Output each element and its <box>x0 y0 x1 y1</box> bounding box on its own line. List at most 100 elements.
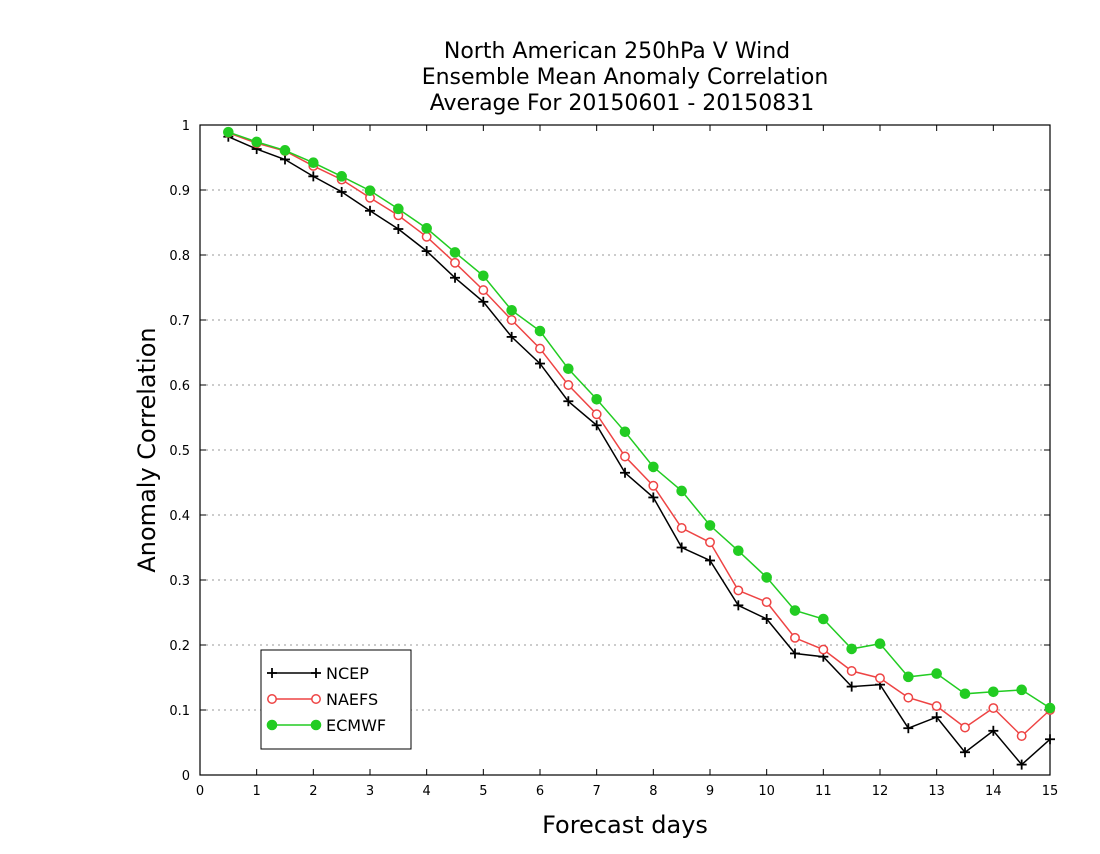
x-tick-label: 2 <box>309 784 317 799</box>
data-point-naefs <box>1016 731 1027 741</box>
data-point-ecmwf <box>449 247 461 258</box>
data-point-naefs <box>988 703 999 713</box>
data-point-ecmwf <box>563 363 574 375</box>
x-tick-label: 7 <box>593 784 601 799</box>
data-point-naefs <box>960 722 970 733</box>
legend: NCEP NAEFS ECMWF <box>260 649 412 750</box>
data-point-ecmwf <box>336 171 347 182</box>
y-tick-label: 0.5 <box>169 444 190 459</box>
legend-marker-naefs <box>311 694 321 704</box>
legend-item-naefs: NAEFS <box>267 690 378 709</box>
data-point-ncep <box>591 420 602 431</box>
data-point-ecmwf <box>874 638 886 650</box>
gridlines <box>200 189 1050 711</box>
legend-marker-ncep <box>267 668 277 678</box>
data-point-ncep <box>478 296 489 307</box>
data-point-ncep <box>676 542 687 553</box>
data-point-ecmwf <box>308 157 319 168</box>
data-point-ncep <box>1045 734 1055 745</box>
legend-label-ncep: NCEP <box>326 664 369 683</box>
data-point-naefs <box>676 523 687 533</box>
data-point-ecmwf <box>393 203 404 215</box>
x-tick-label: 1 <box>253 784 261 799</box>
data-point-naefs <box>846 666 857 676</box>
y-tick-label: 1 <box>182 119 190 134</box>
data-point-ecmwf <box>591 394 602 405</box>
data-point-ecmwf <box>279 145 291 156</box>
data-point-naefs <box>450 257 460 268</box>
data-point-ncep <box>960 747 970 758</box>
data-point-naefs <box>790 632 800 643</box>
x-tick-label: 6 <box>536 784 544 799</box>
data-point-ecmwf <box>704 520 716 531</box>
data-point-ecmwf <box>676 485 687 497</box>
data-point-ecmwf <box>1016 684 1027 696</box>
x-tick-label: 10 <box>758 784 775 799</box>
data-point-naefs <box>591 409 602 420</box>
legend-label-ecmwf: ECMWF <box>326 716 386 735</box>
x-tick-label: 3 <box>366 784 374 799</box>
y-tick-label: 0.7 <box>169 314 190 329</box>
y-tick-label: 0.6 <box>169 379 190 394</box>
data-point-ecmwf <box>619 426 631 438</box>
data-point-ncep <box>563 396 574 407</box>
series-ecmwf <box>223 126 1056 714</box>
legend-label-naefs: NAEFS <box>326 690 378 709</box>
x-tick-label: 9 <box>706 784 714 799</box>
y-tick-label: 0 <box>182 769 190 784</box>
y-tick-label: 0.2 <box>169 639 190 654</box>
legend-marker-ecmwf <box>266 719 278 731</box>
data-point-ncep <box>336 186 347 197</box>
data-point-ecmwf <box>421 223 432 234</box>
data-point-ncep <box>988 725 999 736</box>
x-axis-label: Forecast days <box>542 811 708 839</box>
data-point-ecmwf <box>818 613 829 625</box>
series-line-ncep <box>227 136 1051 766</box>
data-point-ncep <box>308 171 319 182</box>
data-point-naefs <box>620 451 630 462</box>
data-point-ecmwf <box>506 304 517 316</box>
series-line-naefs <box>228 132 1051 738</box>
data-point-naefs <box>648 480 659 491</box>
y-axis-ticks: 0 0.1 0.2 0.3 0.4 0.5 0.6 0.7 0.8 0.9 1 <box>169 119 1050 784</box>
data-point-ncep <box>790 648 800 659</box>
y-tick-label: 0.1 <box>169 704 190 719</box>
x-tick-label: 5 <box>479 784 487 799</box>
data-point-naefs <box>931 701 942 712</box>
y-tick-label: 0.3 <box>169 574 190 589</box>
data-point-ecmwf <box>959 688 971 700</box>
y-tick-label: 0.8 <box>169 249 190 264</box>
data-point-naefs <box>563 380 574 390</box>
legend-item-ncep: NCEP <box>267 664 369 683</box>
data-point-ncep <box>733 600 744 611</box>
data-point-naefs <box>733 585 744 596</box>
data-point-ecmwf <box>903 671 914 683</box>
data-point-ecmwf <box>931 668 942 679</box>
data-point-ncep <box>365 205 375 216</box>
data-point-ecmwf <box>648 461 659 473</box>
data-point-naefs <box>478 285 489 296</box>
data-point-ncep <box>1016 759 1027 770</box>
data-point-ecmwf <box>223 126 234 138</box>
data-point-naefs <box>535 343 545 354</box>
data-point-ncep <box>931 712 942 723</box>
data-point-ecmwf <box>478 270 489 282</box>
data-point-naefs <box>818 644 829 655</box>
x-tick-label: 4 <box>423 784 431 799</box>
data-point-naefs <box>705 537 715 548</box>
data-point-ecmwf <box>534 325 546 337</box>
data-point-ecmwf <box>1044 702 1056 714</box>
data-point-ecmwf <box>733 545 744 557</box>
data-point-naefs <box>506 315 517 325</box>
x-tick-label: 11 <box>815 784 832 799</box>
data-point-ncep <box>903 723 914 734</box>
data-point-naefs <box>761 597 772 608</box>
legend-marker-naefs <box>267 694 277 704</box>
series-ncep <box>223 131 1055 770</box>
data-point-ecmwf <box>988 686 999 698</box>
data-point-ncep <box>535 358 545 369</box>
legend-marker-ecmwf <box>310 719 322 731</box>
data-point-naefs <box>421 231 432 242</box>
